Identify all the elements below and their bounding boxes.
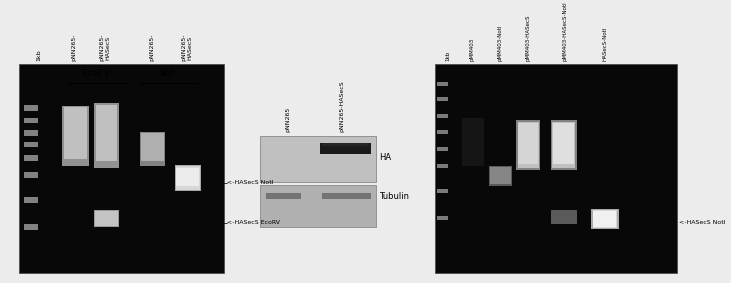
Bar	[95, 211, 118, 226]
Bar	[462, 118, 484, 166]
Bar	[24, 197, 39, 203]
Bar	[62, 106, 89, 166]
Text: pNN265-: pNN265-	[149, 34, 154, 61]
Bar	[266, 193, 301, 199]
Bar	[24, 155, 39, 161]
Bar	[436, 164, 448, 168]
Bar	[436, 216, 448, 220]
Bar	[518, 123, 538, 164]
Bar	[175, 165, 201, 191]
Text: 1kb: 1kb	[36, 50, 41, 61]
Bar	[436, 82, 448, 86]
Text: HA: HA	[379, 153, 391, 162]
Text: pNN265-
HASecS: pNN265- HASecS	[181, 34, 192, 61]
Text: NotI: NotI	[159, 69, 175, 78]
Bar	[436, 97, 448, 101]
Text: pMM403-HASecS-NotI: pMM403-HASecS-NotI	[562, 2, 567, 61]
Bar	[140, 132, 165, 166]
Text: EcoR V: EcoR V	[83, 69, 109, 78]
Bar	[435, 64, 677, 273]
Text: Tubulin: Tubulin	[379, 192, 409, 201]
Bar	[141, 133, 164, 161]
Bar	[24, 224, 39, 230]
Text: pMM403-NotI: pMM403-NotI	[497, 25, 502, 61]
Bar	[591, 209, 618, 230]
Bar	[436, 113, 448, 118]
Bar	[436, 188, 448, 193]
Text: pMM403: pMM403	[469, 38, 474, 61]
Text: HASecS-NotI: HASecS-NotI	[602, 27, 607, 61]
Text: pMM403-HASecS: pMM403-HASecS	[525, 15, 530, 61]
Bar	[260, 136, 376, 182]
Bar	[24, 142, 39, 147]
Bar	[593, 210, 617, 228]
Text: pNN265: pNN265	[286, 106, 291, 132]
Bar	[175, 166, 200, 190]
Bar	[24, 105, 39, 111]
Bar	[24, 172, 39, 178]
Bar	[322, 193, 371, 199]
Bar	[518, 122, 539, 168]
Bar	[436, 130, 448, 134]
Bar	[24, 130, 39, 136]
Bar	[516, 121, 540, 170]
Text: <-HASecS EcoRV: <-HASecS EcoRV	[227, 220, 280, 225]
Text: <-HASecS NotI: <-HASecS NotI	[227, 180, 273, 185]
Bar	[24, 118, 39, 123]
Bar	[552, 122, 575, 168]
Text: pNN265-: pNN265-	[71, 34, 76, 61]
Bar	[260, 185, 376, 227]
Bar	[491, 167, 511, 184]
Bar	[550, 210, 577, 224]
Bar	[489, 166, 512, 186]
Bar	[436, 147, 448, 151]
Bar	[553, 123, 575, 164]
Text: pNN265-
HASecS: pNN265- HASecS	[99, 34, 110, 61]
Bar	[94, 210, 119, 227]
Bar	[96, 104, 117, 161]
Bar	[176, 168, 200, 186]
Text: <-HASecS NotI: <-HASecS NotI	[678, 220, 725, 225]
Bar	[64, 107, 87, 159]
Bar	[322, 143, 368, 146]
Bar	[94, 103, 119, 168]
Text: pNN265-HASecS: pNN265-HASecS	[340, 80, 344, 132]
Text: 1kb: 1kb	[445, 51, 450, 61]
Bar	[319, 143, 371, 155]
Bar	[550, 121, 577, 170]
Bar	[594, 211, 616, 227]
Bar	[19, 64, 224, 273]
